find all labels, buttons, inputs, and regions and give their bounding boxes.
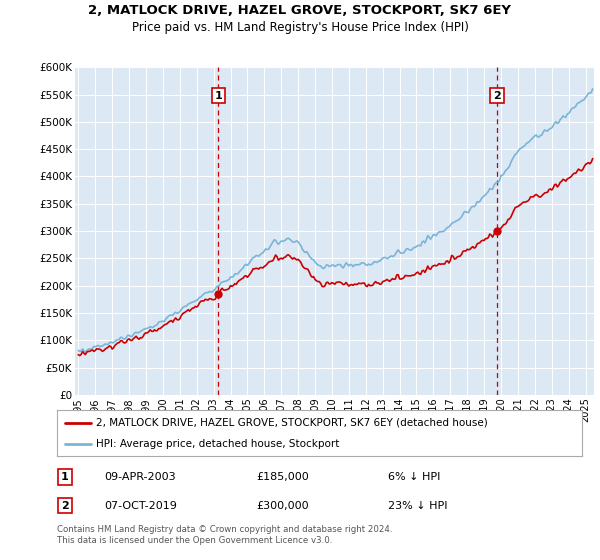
Text: HPI: Average price, detached house, Stockport: HPI: Average price, detached house, Stoc… (97, 439, 340, 449)
Text: 2, MATLOCK DRIVE, HAZEL GROVE, STOCKPORT, SK7 6EY: 2, MATLOCK DRIVE, HAZEL GROVE, STOCKPORT… (89, 4, 511, 17)
Text: 23% ↓ HPI: 23% ↓ HPI (388, 501, 447, 511)
Text: 6% ↓ HPI: 6% ↓ HPI (388, 472, 440, 482)
Text: £185,000: £185,000 (257, 472, 309, 482)
Text: 1: 1 (61, 472, 69, 482)
Text: 2: 2 (493, 91, 501, 101)
Text: Contains HM Land Registry data © Crown copyright and database right 2024.
This d: Contains HM Land Registry data © Crown c… (57, 525, 392, 545)
Text: 1: 1 (214, 91, 222, 101)
Text: 09-APR-2003: 09-APR-2003 (104, 472, 176, 482)
Text: 07-OCT-2019: 07-OCT-2019 (104, 501, 177, 511)
Text: 2, MATLOCK DRIVE, HAZEL GROVE, STOCKPORT, SK7 6EY (detached house): 2, MATLOCK DRIVE, HAZEL GROVE, STOCKPORT… (97, 418, 488, 428)
Text: £300,000: £300,000 (257, 501, 309, 511)
Text: 2: 2 (61, 501, 69, 511)
Text: Price paid vs. HM Land Registry's House Price Index (HPI): Price paid vs. HM Land Registry's House … (131, 21, 469, 34)
